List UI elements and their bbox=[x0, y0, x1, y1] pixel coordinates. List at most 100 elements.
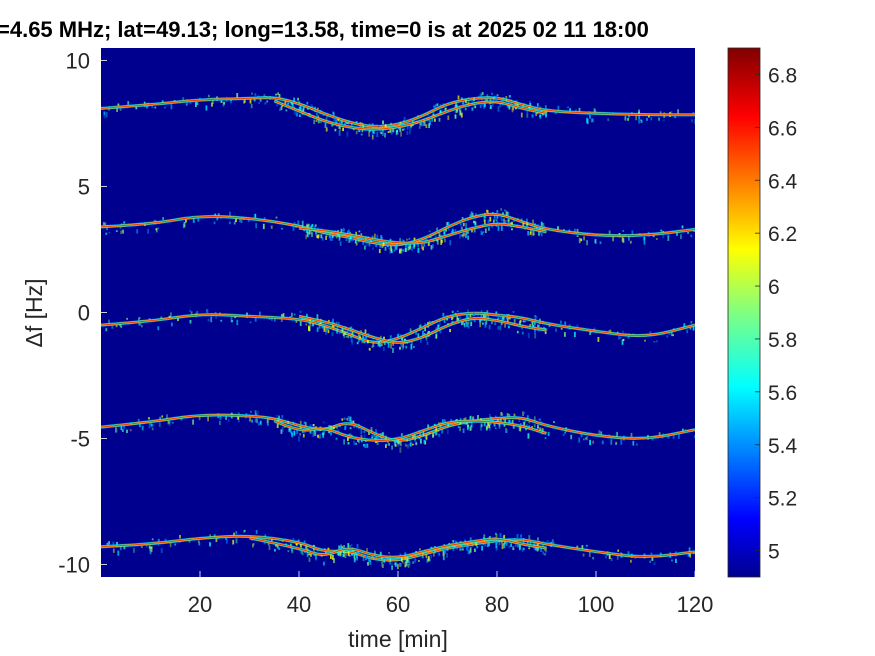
noise-speck bbox=[123, 221, 126, 224]
noise-speck bbox=[280, 106, 283, 111]
noise-speck bbox=[317, 434, 319, 438]
noise-speck bbox=[287, 550, 290, 553]
noise-speck bbox=[418, 436, 421, 440]
noise-speck bbox=[254, 213, 257, 218]
noise-speck bbox=[502, 536, 505, 539]
noise-speck bbox=[209, 534, 211, 538]
noise-speck bbox=[467, 425, 469, 427]
noise-speck bbox=[303, 540, 306, 543]
noise-speck bbox=[316, 112, 318, 116]
noise-speck bbox=[622, 230, 625, 232]
noise-speck bbox=[295, 112, 298, 117]
noise-speck bbox=[533, 231, 535, 236]
noise-speck bbox=[501, 317, 504, 321]
noise-speck bbox=[430, 245, 433, 250]
noise-speck bbox=[459, 233, 461, 239]
noise-speck bbox=[385, 435, 387, 442]
noise-speck bbox=[349, 545, 352, 548]
noise-speck bbox=[364, 245, 366, 250]
noise-speck bbox=[512, 424, 515, 429]
noise-speck bbox=[230, 316, 233, 323]
noise-speck bbox=[382, 120, 384, 125]
noise-speck bbox=[368, 347, 371, 351]
noise-speck bbox=[410, 344, 413, 350]
noise-speck bbox=[616, 555, 619, 560]
noise-speck bbox=[381, 561, 384, 564]
noise-speck bbox=[517, 544, 519, 548]
noise-speck bbox=[473, 97, 475, 101]
noise-speck bbox=[421, 243, 423, 250]
noise-speck bbox=[526, 222, 529, 225]
noise-speck bbox=[316, 235, 319, 238]
noise-speck bbox=[503, 534, 506, 539]
noise-speck bbox=[215, 315, 218, 320]
noise-speck bbox=[542, 223, 545, 226]
noise-speck bbox=[166, 414, 168, 420]
noise-speck bbox=[491, 321, 493, 325]
noise-speck bbox=[672, 334, 674, 337]
noise-speck bbox=[235, 218, 237, 223]
noise-speck bbox=[227, 419, 230, 423]
noise-speck bbox=[399, 248, 401, 254]
noise-speck bbox=[662, 233, 665, 239]
noise-speck bbox=[145, 544, 148, 548]
noise-speck bbox=[362, 336, 365, 340]
noise-speck bbox=[560, 328, 563, 330]
noise-speck bbox=[483, 422, 486, 427]
noise-speck bbox=[504, 323, 506, 328]
noise-speck bbox=[335, 437, 338, 440]
noise-speck bbox=[356, 544, 359, 549]
noise-speck bbox=[621, 236, 624, 242]
noise-speck bbox=[251, 419, 253, 423]
noise-speck bbox=[480, 423, 483, 428]
noise-speck bbox=[667, 436, 670, 439]
noise-speck bbox=[198, 542, 201, 546]
noise-speck bbox=[363, 434, 366, 438]
noise-speck bbox=[236, 93, 239, 98]
noise-speck bbox=[171, 422, 174, 424]
noise-speck bbox=[483, 219, 486, 225]
noise-speck bbox=[366, 443, 369, 448]
noise-speck bbox=[323, 326, 326, 332]
noise-speck bbox=[430, 554, 433, 559]
noise-speck bbox=[519, 320, 522, 323]
noise-speck bbox=[462, 545, 465, 551]
noise-speck bbox=[382, 346, 385, 351]
noise-speck bbox=[473, 229, 476, 234]
trace-core bbox=[298, 223, 547, 244]
noise-speck bbox=[455, 101, 457, 107]
noise-speck bbox=[372, 131, 375, 134]
noise-speck bbox=[341, 327, 344, 333]
noise-speck bbox=[420, 338, 422, 343]
noise-speck bbox=[189, 309, 191, 313]
noise-speck bbox=[670, 330, 673, 337]
noise-speck bbox=[305, 323, 308, 326]
noise-speck bbox=[168, 421, 171, 424]
noise-speck bbox=[434, 118, 436, 122]
noise-speck bbox=[306, 552, 309, 557]
noise-speck bbox=[419, 432, 421, 436]
noise-speck bbox=[497, 106, 500, 112]
noise-speck bbox=[207, 94, 210, 98]
noise-speck bbox=[387, 131, 390, 134]
noise-speck bbox=[520, 112, 523, 118]
colorbar-tick-label: 5.8 bbox=[768, 329, 797, 352]
noise-speck bbox=[351, 331, 354, 335]
noise-speck bbox=[470, 211, 473, 217]
noise-speck bbox=[335, 321, 338, 325]
noise-speck bbox=[527, 231, 530, 236]
noise-speck bbox=[495, 532, 497, 535]
noise-speck bbox=[293, 97, 295, 103]
noise-speck bbox=[508, 95, 511, 98]
noise-speck bbox=[331, 237, 333, 241]
noise-speck bbox=[333, 117, 336, 122]
noise-speck bbox=[405, 561, 408, 567]
noise-speck bbox=[397, 442, 399, 447]
noise-speck bbox=[484, 102, 486, 108]
noise-speck bbox=[537, 426, 540, 429]
noise-speck bbox=[327, 547, 330, 550]
noise-speck bbox=[520, 534, 522, 538]
noise-speck bbox=[540, 232, 543, 237]
noise-speck bbox=[479, 93, 482, 98]
noise-speck bbox=[535, 315, 538, 319]
